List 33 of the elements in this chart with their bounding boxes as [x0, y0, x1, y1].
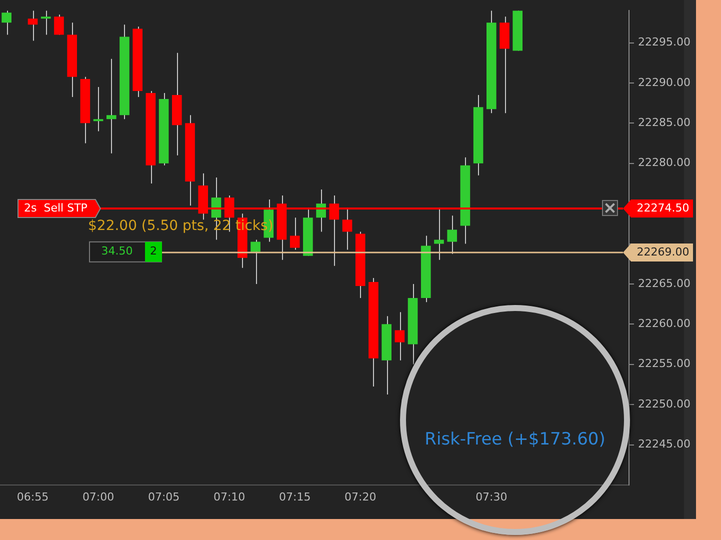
candlestick — [447, 215, 458, 254]
x-tick-label: 07:00 — [82, 490, 114, 504]
candlestick — [434, 207, 444, 260]
y-tick-label: 22245.00 — [638, 438, 690, 451]
text: 22274.50 — [636, 201, 690, 214]
x-tick-label: 06:55 — [16, 490, 49, 504]
x-tick-label: 07:30 — [476, 490, 508, 504]
candlestick — [93, 86, 104, 132]
annotation: Risk-Free (+$173.60) — [424, 429, 606, 450]
candlestick — [394, 312, 405, 361]
y-tick-label: 22255.00 — [638, 357, 690, 370]
y-tick-label: 22265.00 — [638, 276, 690, 290]
candlestick — [2, 10, 12, 36]
candlestick — [250, 239, 260, 284]
candlestick — [40, 10, 51, 36]
y-tick-label: 22280.00 — [638, 156, 690, 170]
candlestick — [290, 217, 300, 250]
candlestick — [106, 58, 116, 154]
ref-line-label: 2s Sell STP — [24, 201, 88, 214]
text: 22269.00 — [636, 245, 690, 258]
y-tick-label: 22290.00 — [638, 76, 690, 89]
y-tick-label: 22285.00 — [638, 116, 690, 130]
x-tick-label: 07:10 — [213, 490, 246, 504]
candlestick — [28, 10, 38, 42]
x-tick-label: 07:20 — [344, 490, 376, 504]
y-tick-label: 22295.00 — [638, 36, 690, 49]
x-tick-label: 07:15 — [278, 490, 311, 504]
x-tick-label: 07:05 — [148, 490, 180, 504]
y-tick-label: 22260.00 — [638, 317, 690, 330]
candlestick — [54, 14, 64, 36]
annotation: 34.50 — [101, 244, 133, 258]
y-tick-label: 22250.00 — [638, 397, 690, 410]
annotation: 2 — [150, 244, 157, 258]
